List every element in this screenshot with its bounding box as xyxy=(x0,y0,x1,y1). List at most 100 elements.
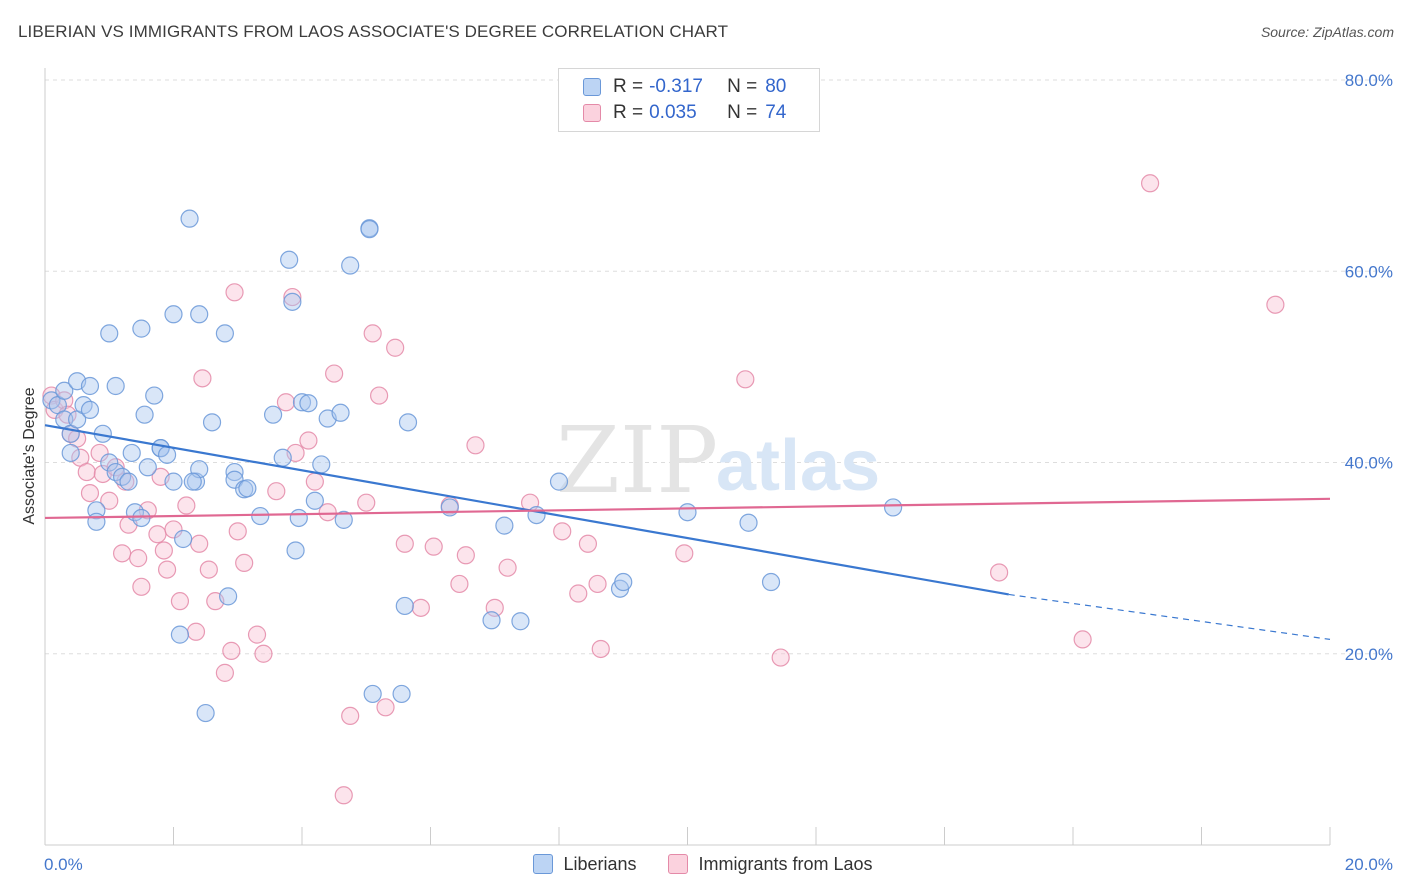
laos-point xyxy=(112,544,132,563)
liberian-point xyxy=(392,684,411,704)
laos-point xyxy=(228,522,247,541)
liberian-point xyxy=(180,209,199,228)
laos-point xyxy=(193,369,212,388)
liberian-point xyxy=(360,220,379,239)
x-tick-label: 0.0% xyxy=(44,855,83,874)
series-laos-points xyxy=(42,174,1285,805)
legend-r-label: R = xyxy=(613,102,644,123)
laos-point xyxy=(498,558,517,577)
laos-point xyxy=(411,598,430,617)
laos-point xyxy=(736,370,755,389)
tick-labels: 20.0% 40.0% 60.0% 80.0% 0.0% 20.0% xyxy=(44,71,1393,874)
laos-point xyxy=(235,553,254,573)
laos-point xyxy=(80,484,100,503)
legend-n-label: N = xyxy=(727,102,758,123)
liberian-point xyxy=(395,596,414,616)
legend-n-value: 80 xyxy=(765,76,787,97)
legend-label-liberians: Liberians xyxy=(563,853,637,874)
laos-point xyxy=(1266,295,1285,314)
liberian-point xyxy=(122,443,141,463)
laos-point xyxy=(395,534,414,553)
laos-point xyxy=(190,534,209,553)
liberian-point xyxy=(190,305,209,324)
laos-point xyxy=(283,287,302,307)
laos-point xyxy=(771,648,790,667)
liberian-point xyxy=(761,572,781,592)
laos-point xyxy=(247,625,267,644)
laos-point xyxy=(276,393,296,412)
watermark-zip: ZIP xyxy=(556,407,718,514)
liberian-point xyxy=(61,443,80,463)
watermark-atlas: atlas xyxy=(716,426,880,506)
liberian-point xyxy=(157,445,177,464)
liberian-point xyxy=(119,472,138,491)
liberian-point xyxy=(164,305,183,324)
laos-point xyxy=(456,546,475,565)
liberian-point xyxy=(739,513,758,532)
laos-point xyxy=(1140,174,1160,193)
laos-point xyxy=(267,482,286,501)
liberian-point xyxy=(273,448,292,467)
liberian-point xyxy=(132,319,151,338)
legend-r-value: -0.317 xyxy=(649,76,703,97)
laos-point xyxy=(305,472,324,491)
liberian-point xyxy=(305,491,324,510)
legend-row-liberians: R = -0.317 N = 80 xyxy=(583,75,786,99)
liberian-point xyxy=(183,472,202,491)
y-tick-label: 60.0% xyxy=(1345,262,1393,281)
laos-point xyxy=(588,574,607,594)
y-tick-label: 40.0% xyxy=(1345,454,1393,473)
laos-point xyxy=(591,639,610,659)
liberian-point xyxy=(106,376,125,396)
liberian-point xyxy=(174,529,193,549)
x-tick-label: 20.0% xyxy=(1345,855,1393,874)
liberian-point xyxy=(80,400,100,420)
liberian-point xyxy=(225,470,244,489)
laos-point xyxy=(199,560,218,579)
liberian-point xyxy=(164,472,183,491)
legend-swatch-blue xyxy=(583,78,601,96)
liberian-point xyxy=(145,386,164,405)
liberian-point xyxy=(283,292,302,311)
laos-point xyxy=(334,786,353,805)
liberian-point xyxy=(219,587,238,606)
trend-lines xyxy=(44,424,1331,641)
laos-point xyxy=(370,386,389,405)
liberian-point xyxy=(511,612,530,631)
liberian-point xyxy=(614,572,633,592)
legend-r-value: 0.035 xyxy=(649,102,697,123)
laos-point xyxy=(170,592,190,611)
laos-point xyxy=(148,525,167,544)
laos-point xyxy=(578,534,598,553)
laos-point xyxy=(77,462,96,482)
laos-point xyxy=(386,338,405,357)
laos-point xyxy=(90,443,109,463)
legend-n-label: N = xyxy=(727,76,758,97)
liberian-point xyxy=(135,405,154,424)
liberian-point xyxy=(678,503,697,522)
laos-point xyxy=(318,503,337,522)
laos-point xyxy=(254,644,273,663)
laos-point xyxy=(299,431,318,450)
liberian-point xyxy=(482,611,501,630)
laos-point xyxy=(215,663,234,682)
liberian-point xyxy=(80,376,100,396)
legend-swatch-blue xyxy=(533,854,554,874)
laos-point xyxy=(157,560,177,579)
laos-point xyxy=(466,436,485,455)
y-tick-label: 80.0% xyxy=(1345,71,1393,90)
watermark: ZIP atlas xyxy=(556,407,880,514)
laos-point xyxy=(675,544,694,563)
chart-title: LIBERIAN VS IMMIGRANTS FROM LAOS ASSOCIA… xyxy=(18,22,729,41)
liberian-point xyxy=(312,455,331,474)
y-axis-label: Associate's Degree xyxy=(21,387,38,524)
liberian-point xyxy=(549,472,569,491)
laos-point xyxy=(1073,630,1092,649)
laos-point xyxy=(186,622,206,641)
liberian-point xyxy=(280,250,299,269)
laos-point xyxy=(100,491,119,510)
legend-n-value: 74 xyxy=(765,102,787,123)
laos-trend-line xyxy=(44,497,1331,520)
liberians-trend-extension xyxy=(1008,593,1331,641)
liberian-point xyxy=(263,405,283,424)
